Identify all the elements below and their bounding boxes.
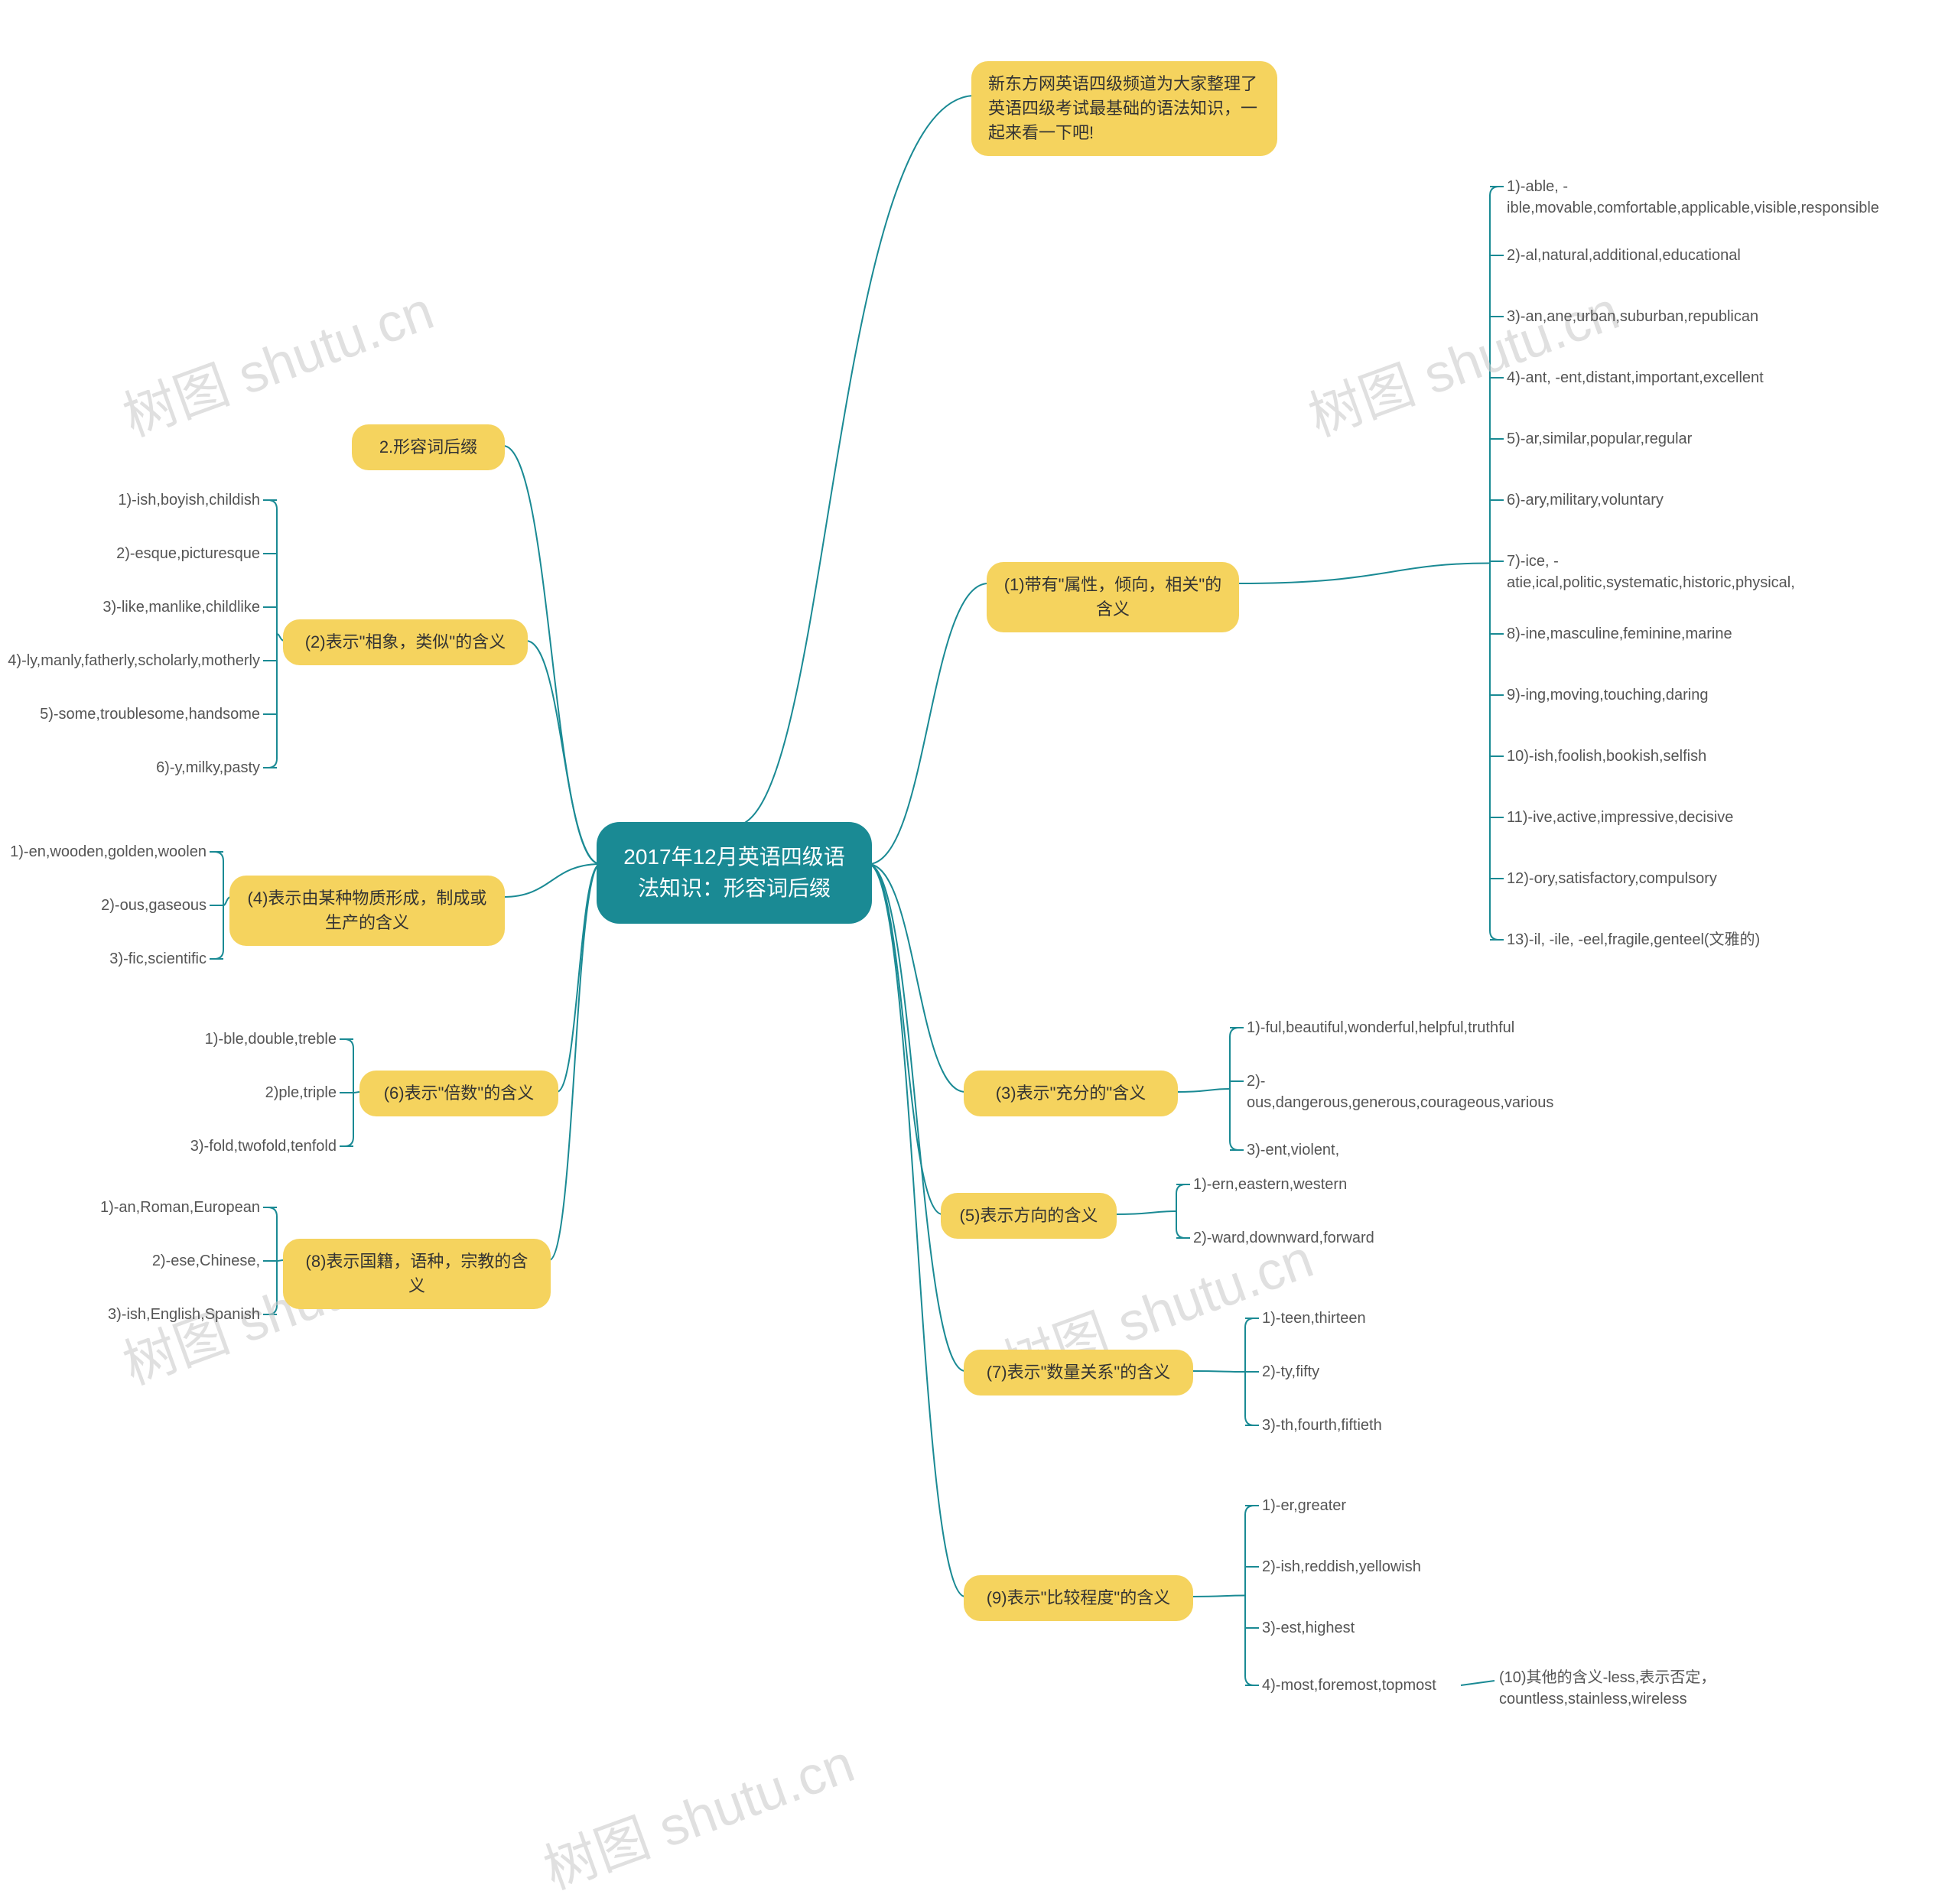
leaf: 3)-an,ane,urban,suburban,republican xyxy=(1507,306,1790,327)
branch-b1: (1)带有"属性，倾向，相关"的含义 xyxy=(987,562,1239,632)
branch-b4: (4)表示由某种物质形成，制成或生产的含义 xyxy=(229,876,505,946)
leaf: 2)-ous,gaseous xyxy=(0,895,207,916)
leaf: 2)-ward,downward,forward xyxy=(1193,1227,1476,1249)
branch-b3: (3)表示"充分的"含义 xyxy=(964,1071,1178,1116)
leaf: 4)-ant, -ent,distant,important,excellent xyxy=(1507,367,1790,388)
leaf: 1)-en,wooden,golden,woolen xyxy=(0,841,207,863)
leaf: 3)-like,manlike,childlike xyxy=(0,596,260,618)
leaf: 2)-al,natural,additional,educational xyxy=(1507,245,1790,266)
leaf: 5)-ar,similar,popular,regular xyxy=(1507,428,1790,450)
leaf: 8)-ine,masculine,feminine,marine xyxy=(1507,623,1790,645)
leaf: 6)-y,milky,pasty xyxy=(0,757,260,778)
leaf: 3)-ish,English,Spanish xyxy=(0,1304,260,1325)
leaf: 12)-ory,satisfactory,compulsory xyxy=(1507,868,1790,889)
branch-b7: (7)表示"数量关系"的含义 xyxy=(964,1350,1193,1396)
leaf: 2)-ese,Chinese, xyxy=(0,1250,260,1272)
leaf: 2)-esque,picturesque xyxy=(0,543,260,564)
branch-b9: (9)表示"比较程度"的含义 xyxy=(964,1575,1193,1621)
leaf: 2)ple,triple xyxy=(54,1082,337,1103)
leaf: 7)-ice, -atie,ical,politic,systematic,hi… xyxy=(1507,551,1813,593)
leaf: 11)-ive,active,impressive,decisive xyxy=(1507,807,1790,828)
leaf: 3)-ent,violent, xyxy=(1247,1139,1530,1161)
branch-b8: (8)表示国籍，语种，宗教的含义 xyxy=(283,1239,551,1309)
leaf: 3)-th,fourth,fiftieth xyxy=(1262,1415,1545,1436)
branch-b2: 2.形容词后缀 xyxy=(352,424,505,470)
leaf: 3)-est,highest xyxy=(1262,1617,1545,1639)
branch-b2b: (2)表示"相象，类似"的含义 xyxy=(283,619,528,665)
leaf: 4)-ly,manly,fatherly,scholarly,motherly xyxy=(0,650,260,671)
watermark: 树图 shutu.cn xyxy=(532,1721,864,1904)
leaf: 2)-ish,reddish,yellowish xyxy=(1262,1556,1545,1577)
leaf: 1)-ish,boyish,childish xyxy=(0,489,260,511)
leaf: 3)-fold,twofold,tenfold xyxy=(54,1136,337,1157)
leaf: 10)-ish,foolish,bookish,selfish xyxy=(1507,746,1790,767)
watermark: 树图 shutu.cn xyxy=(1297,268,1628,452)
leaf: 1)-able, -ible,movable,comfortable,appli… xyxy=(1507,176,1813,219)
leaf: 1)-an,Roman,European xyxy=(0,1197,260,1218)
leaf: 1)-ful,beautiful,wonderful,helpful,truth… xyxy=(1247,1017,1530,1038)
leaf: 6)-ary,military,voluntary xyxy=(1507,489,1790,511)
leaf: 2)-ty,fifty xyxy=(1262,1361,1545,1383)
leaf: 3)-fic,scientific xyxy=(0,948,207,970)
intro-node: 新东方网英语四级频道为大家整理了英语四级考试最基础的语法知识，一起来看一下吧! xyxy=(971,61,1277,156)
leaf: 5)-some,troublesome,handsome xyxy=(0,703,260,725)
leaf: (10)其他的含义-less,表示否定，countless,stainless,… xyxy=(1499,1667,1820,1710)
leaf: 9)-ing,moving,touching,daring xyxy=(1507,684,1790,706)
leaf: 1)-ble,double,treble xyxy=(54,1028,337,1050)
leaf: 2)-ous,dangerous,generous,courageous,var… xyxy=(1247,1071,1553,1113)
leaf: 1)-er,greater xyxy=(1262,1495,1545,1516)
branch-b5: (5)表示方向的含义 xyxy=(941,1193,1117,1239)
mindmap-canvas: 树图 shutu.cn树图 shutu.cn树图 shutu.cn树图 shut… xyxy=(0,0,1958,1867)
branch-b6: (6)表示"倍数"的含义 xyxy=(359,1071,558,1116)
leaf: 13)-il, -ile, -eel,fragile,genteel(文雅的) xyxy=(1507,929,1790,950)
leaf: 1)-teen,thirteen xyxy=(1262,1308,1545,1329)
center-node: 2017年12月英语四级语法知识：形容词后缀 xyxy=(597,822,872,924)
leaf: 1)-ern,eastern,western xyxy=(1193,1174,1476,1195)
